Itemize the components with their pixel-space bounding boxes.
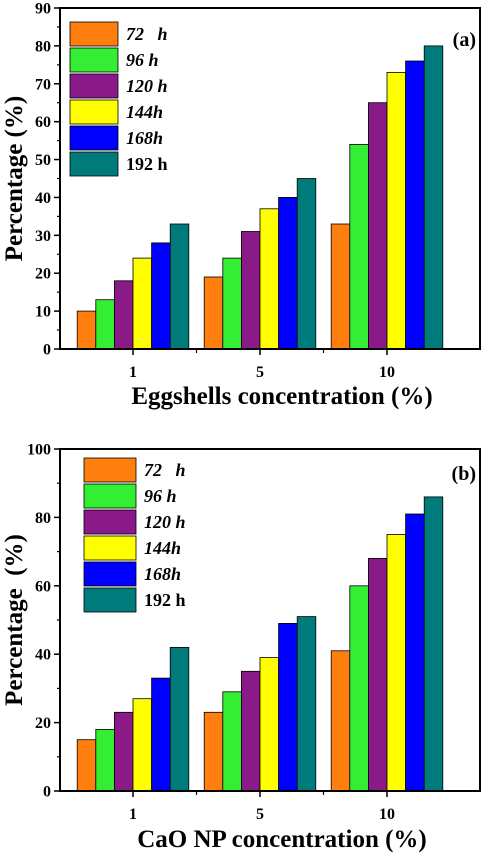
y-tick-label: 30 — [35, 228, 51, 245]
bar-120h-10 — [367, 102, 388, 350]
panel-label: (a) — [453, 29, 476, 51]
x-axis-label: Eggshells concentration (%) — [131, 383, 432, 410]
bar-192h-10 — [423, 496, 444, 792]
panel-label: (b) — [452, 463, 476, 485]
bar-144h-1 — [132, 257, 153, 350]
legend-label: 96 h — [144, 486, 177, 506]
legend-label: 144h — [144, 538, 181, 558]
legend-label: 96 h — [126, 50, 159, 70]
legend-swatch — [69, 125, 119, 151]
bar-120h-1 — [114, 711, 134, 792]
bar-168h-10 — [405, 513, 425, 792]
legend-swatch — [69, 21, 119, 47]
bar-72h-1 — [76, 739, 97, 792]
y-tick-label: 60 — [35, 578, 51, 595]
bar-72h-10 — [330, 223, 351, 350]
bar-96h-5 — [222, 691, 242, 792]
legend-swatch — [83, 483, 137, 509]
y-tick-label: 50 — [35, 152, 51, 169]
y-tick-label: 90 — [35, 1, 51, 18]
legend-swatch — [69, 47, 119, 73]
bar-120h-10 — [367, 558, 388, 792]
legend-label: 120 h — [144, 512, 186, 532]
bar-144h-5 — [259, 657, 280, 792]
x-tick-label: 1 — [129, 364, 137, 381]
y-tick-label: 10 — [35, 304, 51, 321]
y-tick-label: 40 — [35, 190, 51, 207]
legend-swatch — [83, 561, 137, 587]
bar-96h-10 — [349, 585, 369, 792]
y-tick-label: 0 — [43, 784, 51, 801]
y-tick-label: 70 — [35, 76, 51, 93]
chart-panel-a: 0 10 20 30 40 50 60 70 80 90 1 5 10 Eggshells concent… — [1, 1, 481, 410]
y-axis-label: Percentage (%) — [1, 96, 28, 261]
x-axis-label: CaO NP concentration (%) — [137, 826, 427, 853]
legend-swatch — [69, 151, 119, 177]
bar-168h-5 — [278, 623, 298, 792]
y-tick-label: 80 — [35, 510, 51, 527]
x-tick-label: 10 — [379, 364, 395, 381]
chart-panel-b: 0 20 40 60 80 100 1 5 10 CaO NP concentration (%)… — [1, 442, 481, 853]
bar-72h-5 — [203, 711, 224, 792]
bar-96h-5 — [222, 257, 242, 350]
legend-label: 72 h — [144, 460, 186, 480]
y-axis-label: Percentage (%) — [1, 534, 28, 706]
y-tick-label: 100 — [27, 442, 51, 459]
x-tick-label: 5 — [256, 364, 264, 381]
legend-label: 192 h — [126, 154, 168, 174]
bar-192h-1 — [169, 223, 190, 350]
bar-192h-5 — [296, 178, 317, 350]
bar-96h-1 — [95, 299, 115, 350]
bar-168h-10 — [405, 60, 425, 350]
bar-72h-1 — [76, 310, 97, 350]
legend-swatch — [83, 457, 137, 483]
y-tick-label: 40 — [35, 647, 51, 664]
bar-192h-1 — [169, 647, 190, 792]
bar-96h-10 — [349, 143, 369, 350]
legend-label: 192 h — [144, 590, 186, 610]
x-tick-label: 5 — [256, 806, 264, 823]
bar-144h-5 — [259, 208, 280, 350]
bar-96h-1 — [95, 729, 115, 792]
bar-120h-1 — [114, 280, 134, 350]
bar-168h-1 — [151, 242, 171, 350]
legend-swatch — [69, 99, 119, 125]
legend: 72 h 96 h 120 h 144h 168h 192 h — [69, 21, 168, 177]
legend-swatch — [83, 587, 137, 613]
bar-144h-10 — [386, 72, 407, 350]
legend-label: 168h — [126, 128, 163, 148]
legend-swatch — [69, 73, 119, 99]
bar-144h-1 — [132, 698, 153, 792]
legend-label: 72 h — [126, 24, 168, 44]
bar-120h-5 — [240, 231, 261, 350]
bar-144h-10 — [386, 534, 407, 792]
y-tick-label: 20 — [35, 266, 51, 283]
y-tick-label: 0 — [43, 342, 51, 359]
bar-72h-10 — [330, 650, 351, 792]
y-tick-label: 60 — [35, 114, 51, 131]
legend-swatch — [83, 509, 137, 535]
bar-168h-5 — [278, 196, 298, 350]
bar-192h-10 — [423, 45, 444, 350]
legend-label: 168h — [144, 564, 181, 584]
legend: 72 h 96 h 120 h 144h 168h 192 h — [83, 457, 186, 613]
legend-label: 120 h — [126, 76, 168, 96]
bar-72h-5 — [203, 276, 224, 350]
bar-120h-5 — [240, 670, 261, 792]
legend-label: 144h — [126, 102, 163, 122]
legend-swatch — [83, 535, 137, 561]
x-tick-label: 10 — [379, 806, 395, 823]
y-tick-label: 80 — [35, 38, 51, 55]
bar-168h-1 — [151, 677, 171, 792]
y-tick-label: 20 — [35, 715, 51, 732]
x-tick-label: 1 — [129, 806, 137, 823]
bar-192h-5 — [296, 616, 317, 792]
